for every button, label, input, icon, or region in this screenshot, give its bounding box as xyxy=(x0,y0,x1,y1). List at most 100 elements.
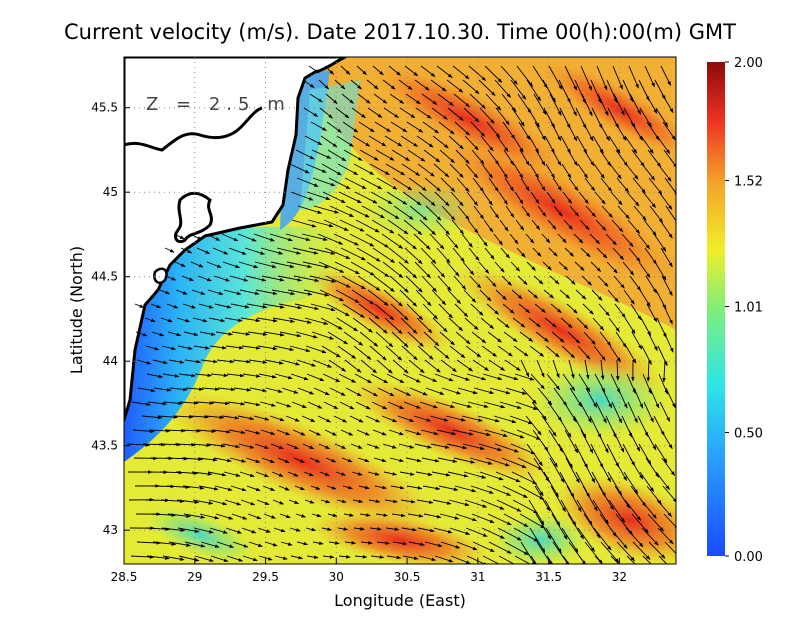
current-arrow xyxy=(416,135,434,148)
current-arrow xyxy=(344,541,357,545)
current-arrow xyxy=(483,219,494,233)
current-arrow xyxy=(633,387,644,409)
current-arrow xyxy=(471,149,485,165)
current-arrow xyxy=(610,555,620,564)
current-arrow xyxy=(449,527,471,535)
current-arrow xyxy=(481,345,497,357)
current-arrow xyxy=(401,345,418,361)
current-arrow xyxy=(248,359,268,364)
current-arrow xyxy=(285,415,300,422)
current-arrow xyxy=(480,135,494,152)
current-arrow xyxy=(469,457,493,465)
current-arrow xyxy=(627,219,640,234)
current-arrow xyxy=(437,457,458,463)
current-arrow xyxy=(265,387,283,393)
current-arrow xyxy=(311,331,334,340)
y-tick-label: 43 xyxy=(103,523,118,537)
current-arrow xyxy=(453,93,470,108)
current-arrow xyxy=(440,177,456,192)
current-arrow xyxy=(611,401,623,424)
current-arrow xyxy=(551,149,562,166)
current-arrow xyxy=(597,457,612,483)
current-arrow xyxy=(291,401,307,409)
current-arrow xyxy=(518,485,545,500)
current-arrow xyxy=(486,121,501,139)
current-arrow xyxy=(505,205,515,218)
current-arrow xyxy=(160,499,185,504)
current-arrow xyxy=(485,275,497,287)
current-arrow xyxy=(513,163,524,179)
current-arrow xyxy=(553,205,563,217)
current-arrow xyxy=(591,289,603,301)
current-arrow xyxy=(321,163,342,176)
current-arrow xyxy=(400,135,418,147)
current-arrow xyxy=(482,555,505,564)
current-arrow xyxy=(643,219,657,236)
current-arrow xyxy=(548,65,563,90)
current-arrow xyxy=(493,415,517,424)
current-arrow xyxy=(288,499,300,505)
current-arrow xyxy=(544,317,557,328)
current-arrow xyxy=(534,121,546,141)
current-arrow xyxy=(613,457,628,482)
current-arrow xyxy=(212,429,231,434)
current-arrow xyxy=(223,289,242,295)
current-arrow xyxy=(354,555,368,559)
current-arrow xyxy=(349,415,364,423)
current-arrow xyxy=(515,219,525,231)
current-arrow xyxy=(389,275,409,293)
current-arrow xyxy=(632,541,651,560)
current-arrow xyxy=(289,163,310,174)
y-tick-label: 45 xyxy=(103,185,118,199)
current-arrow xyxy=(297,387,315,395)
current-arrow xyxy=(466,373,487,381)
current-arrow xyxy=(392,177,413,191)
current-arrow xyxy=(368,135,387,147)
current-arrow xyxy=(455,513,478,522)
current-arrow xyxy=(389,457,404,463)
current-arrow xyxy=(132,429,155,434)
current-arrow xyxy=(366,443,380,449)
current-arrow xyxy=(301,233,328,241)
current-arrow xyxy=(416,499,434,504)
y-axis: 43 43.5 44 44.5 45 45.5 xyxy=(91,101,130,537)
current-arrow xyxy=(207,471,227,477)
current-arrow xyxy=(593,163,605,179)
current-arrow xyxy=(190,261,204,268)
current-arrow xyxy=(135,331,148,337)
current-arrow xyxy=(546,191,556,204)
current-arrow xyxy=(275,401,292,408)
current-arrow xyxy=(285,233,311,241)
current-arrow xyxy=(615,149,628,167)
current-arrow xyxy=(584,359,590,380)
current-arrow xyxy=(655,471,670,491)
current-arrow xyxy=(225,527,242,534)
current-arrow xyxy=(480,317,495,329)
current-arrow xyxy=(286,443,299,450)
current-arrow xyxy=(323,219,349,231)
current-arrow xyxy=(414,261,431,279)
current-arrow xyxy=(479,471,504,481)
current-arrow xyxy=(168,541,191,547)
current-arrow xyxy=(500,247,510,259)
current-arrow xyxy=(550,485,566,513)
current-arrow xyxy=(630,121,644,141)
current-arrow xyxy=(545,527,562,554)
current-arrow xyxy=(577,527,595,552)
current-arrow xyxy=(353,163,375,175)
current-arrow xyxy=(637,233,651,250)
current-arrow xyxy=(565,457,580,484)
current-arrow xyxy=(486,485,512,496)
current-arrow xyxy=(518,121,531,140)
current-arrow xyxy=(336,317,358,332)
current-arrow xyxy=(177,345,193,350)
current-arrow xyxy=(229,275,249,282)
current-arrow xyxy=(323,401,339,410)
current-arrow xyxy=(320,499,331,504)
current-arrow xyxy=(162,373,180,378)
current-arrow xyxy=(447,107,464,121)
current-arrow xyxy=(664,541,676,558)
current-arrow xyxy=(324,65,334,75)
current-arrow xyxy=(612,429,625,453)
current-arrow xyxy=(164,247,175,253)
